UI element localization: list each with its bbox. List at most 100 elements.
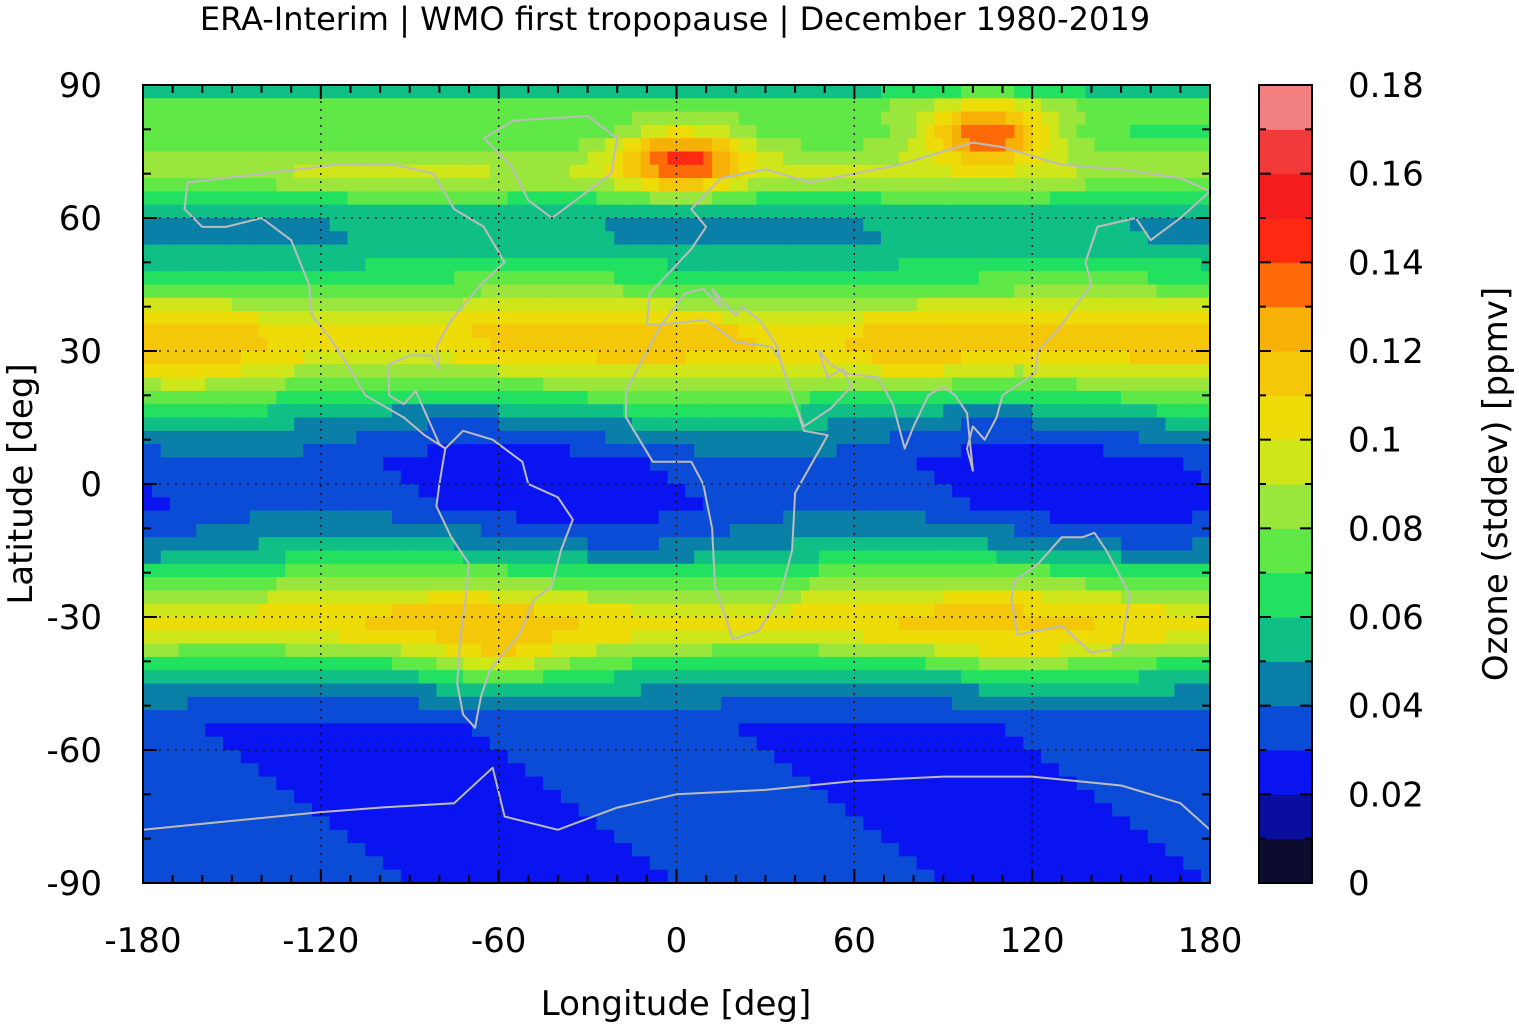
heatmap-cell [889, 510, 900, 525]
heatmap-cell [1023, 111, 1033, 126]
heatmap-cell [471, 550, 482, 565]
heatmap-cell [400, 204, 411, 219]
heatmap-cell [916, 444, 927, 458]
heatmap-cell [809, 204, 820, 219]
heatmap-cell [1032, 590, 1042, 605]
heatmap-cell [845, 590, 855, 605]
heatmap-cell [747, 563, 758, 578]
heatmap-cell [391, 271, 402, 286]
heatmap-cell [151, 151, 162, 166]
heatmap-cell [427, 590, 438, 605]
heatmap-cell [792, 284, 802, 299]
heatmap-cell [774, 311, 784, 325]
heatmap-cell [391, 218, 402, 232]
heatmap-cell [569, 218, 580, 232]
heatmap-cell [516, 390, 526, 405]
heatmap-cell [827, 337, 838, 352]
heatmap-cell [552, 297, 562, 312]
heatmap-cell [205, 111, 215, 126]
heatmap-cell [1138, 324, 1149, 339]
heatmap-cell [969, 138, 980, 153]
heatmap-cell [1183, 430, 1193, 445]
heatmap-cell [1192, 377, 1202, 392]
heatmap-cell [329, 124, 340, 139]
heatmap-cell [1183, 497, 1193, 512]
heatmap-cell [178, 244, 189, 259]
heatmap-cell [463, 138, 473, 153]
heatmap-cell [800, 271, 811, 286]
heatmap-cell [1147, 324, 1158, 339]
heatmap-cell [987, 497, 998, 512]
heatmap-cell [151, 244, 162, 259]
heatmap-cell [925, 284, 935, 299]
heatmap-cell [294, 311, 304, 325]
heatmap-cell [1076, 617, 1087, 631]
heatmap-cell [1156, 563, 1167, 578]
heatmap-cell [1103, 417, 1113, 432]
heatmap-cell [1103, 457, 1113, 472]
heatmap-cell [809, 164, 820, 179]
heatmap-cell [267, 178, 277, 192]
heatmap-cell [996, 218, 1007, 232]
heatmap-cell [1014, 484, 1024, 498]
heatmap-cell [596, 590, 606, 605]
heatmap-cell [667, 563, 678, 578]
heatmap-cell [605, 138, 615, 153]
heatmap-cell [143, 390, 153, 405]
heatmap-cell [1023, 257, 1033, 272]
heatmap-cell [952, 257, 962, 272]
heatmap-cell [489, 191, 500, 206]
heatmap-cell [889, 457, 900, 472]
heatmap-cell [729, 324, 740, 339]
heatmap-cell [569, 603, 580, 618]
heatmap-cell [285, 497, 295, 512]
heatmap-cell [1201, 577, 1210, 591]
heatmap-cell [1112, 351, 1122, 365]
heatmap-cell [347, 244, 357, 259]
heatmap-cell [365, 191, 375, 206]
heatmap-cell [329, 563, 340, 578]
heatmap-cell [792, 510, 802, 525]
heatmap-cell [436, 284, 446, 299]
heatmap-cell [1032, 457, 1042, 472]
heatmap-cell [240, 284, 251, 299]
heatmap-cell [329, 590, 340, 605]
heatmap-cell [667, 124, 678, 139]
heatmap-cell [1156, 271, 1167, 286]
heatmap-cell [1085, 324, 1096, 339]
heatmap-cell [925, 138, 935, 153]
heatmap-cell [872, 271, 882, 286]
heatmap-cell [614, 390, 624, 405]
heatmap-cell [445, 537, 455, 552]
heatmap-cell [889, 430, 900, 445]
heatmap-cell [596, 404, 606, 419]
heatmap-cell [765, 191, 775, 206]
heatmap-cell [160, 191, 171, 206]
heatmap-cell [1049, 191, 1060, 206]
heatmap-cell [160, 111, 171, 126]
heatmap-cell [1201, 457, 1210, 472]
heatmap-cell [694, 510, 704, 525]
heatmap-cell [1129, 271, 1140, 286]
heatmap-cell [925, 550, 935, 565]
heatmap-cell [1129, 218, 1140, 232]
heatmap-cell [489, 311, 500, 325]
heatmap-cell [231, 204, 242, 219]
heatmap-cell [1076, 470, 1087, 485]
heatmap-cell [1076, 484, 1087, 498]
heatmap-cell [934, 523, 944, 538]
heatmap-cell [907, 204, 918, 219]
heatmap-cell [605, 271, 615, 286]
heatmap-cell [676, 231, 686, 246]
heatmap-cell [783, 324, 793, 339]
heatmap-cell [400, 124, 411, 139]
heatmap-cell [445, 457, 455, 472]
heatmap-cell [1023, 404, 1033, 419]
heatmap-cell [872, 603, 882, 618]
heatmap-cell [800, 164, 811, 179]
heatmap-cell [765, 164, 775, 179]
heatmap-cell [1192, 537, 1202, 552]
heatmap-cell [1201, 377, 1210, 392]
heatmap-cell [365, 218, 375, 232]
heatmap-cell [649, 523, 660, 538]
